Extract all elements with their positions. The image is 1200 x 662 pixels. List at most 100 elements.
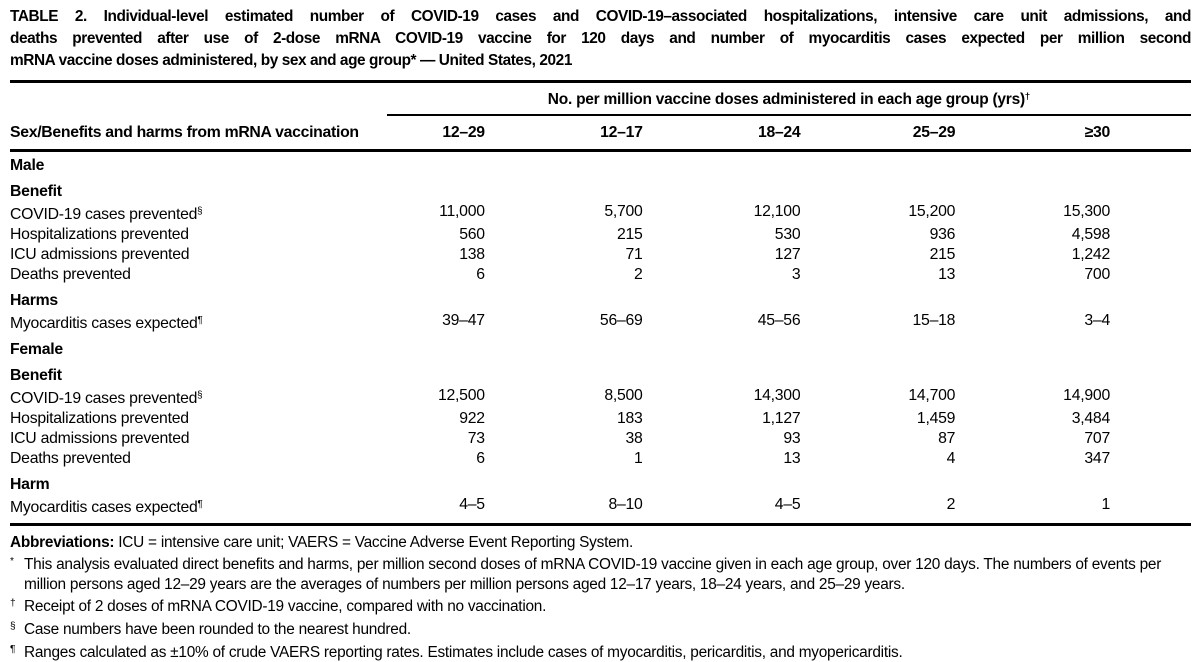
table-row-group: Benefit: [10, 182, 1191, 202]
cell-value: 87: [938, 429, 956, 447]
cell-value: 3: [791, 265, 801, 283]
cell-value: 39–47: [442, 311, 485, 329]
cell-value: 2: [634, 265, 643, 283]
table-row: Deaths prevented 6 1 13 4 347: [10, 449, 1191, 469]
cell-value: 3–4: [1084, 311, 1110, 329]
row-label-text: COVID-19 cases prevented: [10, 389, 198, 407]
footnotes: Abbreviations: ICU = intensive care unit…: [10, 533, 1191, 662]
cell-value: 73: [467, 429, 485, 447]
cell-value: 6: [476, 449, 485, 467]
table-row-sex-female: Female: [10, 340, 1191, 360]
row-label: Harms: [10, 291, 58, 309]
cell-value: 936: [929, 225, 956, 243]
table-bottom-divider: [10, 522, 1191, 526]
table-row-group: Harms: [10, 291, 1191, 311]
cell-value: 56–69: [599, 311, 643, 329]
cell-value: 71: [625, 245, 643, 263]
footnote-dagger: † Receipt of 2 doses of mRNA COVID-19 vac…: [10, 594, 1191, 617]
cell-value: 347: [1084, 449, 1110, 467]
row-label: Hospitalizations prevented: [10, 225, 189, 243]
table-row-group: Benefit: [10, 366, 1191, 386]
spanner-header-row: No. per million vaccine doses administer…: [10, 91, 1191, 116]
stub-header: Sex/Benefits and harms from mRNA vaccina…: [10, 124, 359, 141]
footnote-mark: †: [10, 598, 16, 610]
cell-value: 15,200: [908, 203, 956, 220]
row-label: Deaths prevented: [10, 265, 131, 283]
table-row: Hospitalizations prevented 922 183 1,127…: [10, 409, 1191, 429]
footnote-text: Ranges calculated as ±10% of crude VAERS…: [24, 643, 903, 661]
cell-value: 12,500: [437, 386, 485, 404]
footnote-abbreviations: Abbreviations: ICU = intensive care unit…: [10, 533, 1191, 553]
cell-value: 1,242: [1071, 245, 1111, 263]
cell-value: 8–10: [608, 495, 643, 513]
table-row: Deaths prevented 6 2 3 13 700: [10, 265, 1191, 285]
table-row-sex-male: Male: [10, 156, 1191, 176]
cell-value: 14,900: [1063, 386, 1110, 404]
cell-value: 2: [946, 495, 956, 513]
footnote-mark: *: [10, 556, 14, 568]
table-title-line-2: deaths prevented after use of 2-dose mRN…: [10, 30, 1191, 47]
footnote-section: § Case numbers have been rounded to the n…: [10, 617, 1191, 640]
cell-value: 15–18: [912, 311, 956, 329]
table-row: Hospitalizations prevented 560 215 530 9…: [10, 225, 1191, 245]
row-label: Male: [10, 157, 45, 174]
cell-value: 560: [459, 225, 485, 243]
column-header-row: Sex/Benefits and harms from mRNA vaccina…: [10, 116, 1191, 149]
table-row: COVID-19 cases prevented§ 11,000 5,700 1…: [10, 202, 1191, 225]
table-title: TABLE 2. Individual-level estimated numb…: [10, 6, 1191, 72]
footnote-text: Receipt of 2 doses of mRNA COVID-19 vacc…: [24, 598, 547, 616]
cell-value: 1,127: [762, 409, 801, 427]
cell-value: 13: [783, 449, 801, 467]
cell-value: 922: [459, 409, 485, 427]
row-label: Harm: [10, 475, 50, 493]
row-label: COVID-19 cases prevented§: [10, 202, 387, 225]
table-row: ICU admissions prevented 73 38 93 87 707: [10, 429, 1191, 449]
cell-value: 4: [946, 449, 956, 467]
age-column-header: ≥30: [1084, 124, 1111, 141]
cell-value: 5,700: [604, 203, 643, 220]
age-column-header: 12–17: [600, 124, 643, 141]
cell-value: 215: [616, 225, 643, 243]
row-label: ICU admissions prevented: [10, 429, 190, 447]
cell-value: 215: [929, 245, 956, 263]
cell-value: 1,459: [916, 409, 956, 427]
cell-value: 11,000: [439, 203, 485, 220]
row-label-text: Myocarditis cases expected: [10, 498, 198, 516]
cell-value: 13: [938, 265, 956, 283]
footnote-pilcrow: ¶ Ranges calculated as ±10% of crude VAER…: [10, 640, 1191, 662]
age-column-header: 25–29: [912, 124, 956, 141]
header-divider: [10, 149, 1191, 152]
row-label: Benefit: [10, 366, 62, 384]
row-label: Female: [10, 340, 63, 358]
spanner-header: No. per million vaccine doses administer…: [387, 91, 1191, 116]
footnote-mark: ¶: [10, 643, 16, 655]
cell-value: 183: [616, 409, 643, 427]
cell-value: 14,700: [908, 386, 956, 404]
cell-value: 6: [476, 265, 485, 283]
footnote-asterisk: * This analysis evaluated direct benefits…: [10, 552, 1191, 594]
row-footnote-mark: ¶: [197, 498, 203, 510]
cell-value: 1: [634, 449, 643, 467]
cell-value: 4–5: [459, 495, 485, 513]
spanner-spacer: [10, 91, 387, 116]
row-label: Deaths prevented: [10, 449, 131, 467]
cell-value: 3,484: [1071, 409, 1111, 427]
row-label: ICU admissions prevented: [10, 245, 190, 263]
row-footnote-mark: ¶: [197, 314, 203, 326]
table-title-line-1: TABLE 2. Individual-level estimated numb…: [10, 8, 1191, 25]
footnote-mark: §: [10, 621, 16, 633]
cell-value: 12,100: [753, 203, 801, 220]
cell-value: 14,300: [753, 386, 801, 404]
cell-value: 4–5: [774, 495, 801, 513]
age-column-header: 12–29: [442, 124, 485, 141]
cell-value: 93: [783, 429, 801, 447]
cell-value: 138: [459, 245, 485, 263]
age-column-header: 18–24: [757, 124, 801, 141]
table-row: ICU admissions prevented 138 71 127 215 …: [10, 245, 1191, 265]
cell-value: 700: [1084, 265, 1110, 283]
row-footnote-mark: §: [197, 389, 203, 401]
title-divider: [10, 80, 1191, 83]
cell-value: 15,300: [1063, 203, 1110, 220]
table-title-line-3: mRNA vaccine doses administered, by sex …: [10, 52, 572, 69]
